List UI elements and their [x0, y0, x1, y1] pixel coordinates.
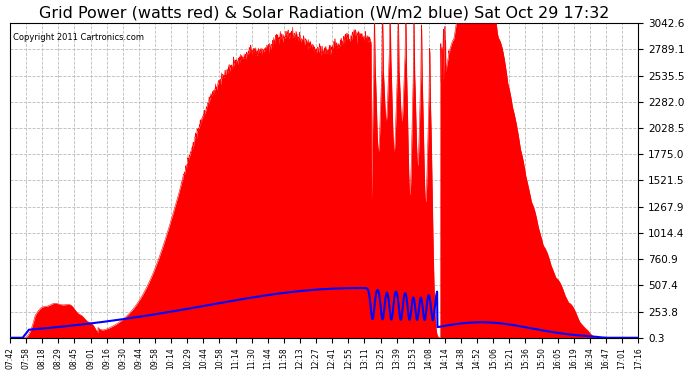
Title: Grid Power (watts red) & Solar Radiation (W/m2 blue) Sat Oct 29 17:32: Grid Power (watts red) & Solar Radiation…	[39, 6, 609, 21]
Text: Copyright 2011 Cartronics.com: Copyright 2011 Cartronics.com	[13, 33, 144, 42]
